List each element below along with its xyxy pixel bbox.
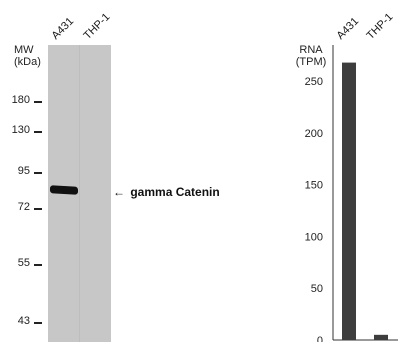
band-annotation: ← gamma Catenin: [113, 185, 220, 199]
mw-tick-55: [34, 264, 42, 266]
bar-thp-1: [374, 334, 388, 340]
y-tick-label: 200: [305, 128, 323, 140]
y-tick-label: 100: [305, 231, 323, 243]
blot-lane-separator: [79, 45, 80, 342]
mw-header: MW (kDa): [14, 44, 41, 68]
mw-tick-43: [34, 322, 42, 324]
y-tick-label: 50: [311, 283, 323, 295]
rna-axis-title-line2: (TPM): [295, 56, 327, 68]
mw-marker-95: 95: [17, 165, 30, 177]
mw-tick-130: [34, 131, 42, 133]
mw-tick-72: [34, 208, 42, 210]
mw-tick-180: [34, 101, 42, 103]
rna-axis-title-line1: RNA: [299, 44, 323, 56]
mw-marker-72: 72: [17, 201, 30, 213]
mw-marker-130: 130: [11, 124, 30, 136]
mw-tick-95: [34, 172, 42, 174]
y-tick-label: 150: [305, 180, 323, 192]
rna-axis-title: RNA (TPM): [290, 44, 332, 68]
mw-marker-180: 180: [11, 94, 30, 106]
bar-a431: [342, 62, 356, 340]
y-tick-label: 250: [305, 76, 323, 88]
mw-unit-label: (kDa): [14, 56, 41, 68]
left-arrow-icon: ←: [113, 185, 125, 199]
mw-label: MW: [14, 44, 34, 56]
y-tick-label: 0: [317, 335, 323, 342]
mw-marker-55: 55: [17, 257, 30, 269]
mw-marker-43: 43: [17, 315, 30, 327]
band-annotation-label: gamma Catenin: [130, 185, 220, 199]
